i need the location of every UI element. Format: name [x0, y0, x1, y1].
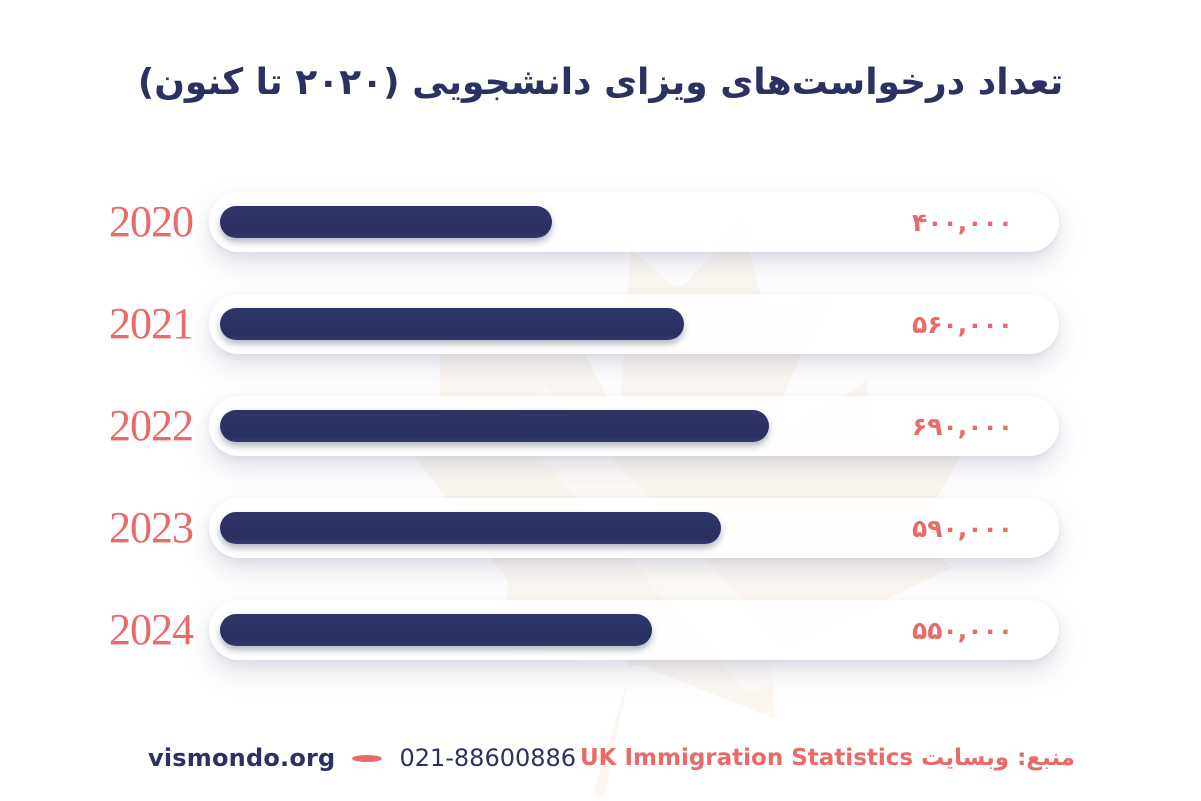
bar-fill [220, 410, 770, 442]
year-label: 2021 [109, 299, 194, 348]
bar-fill [220, 308, 685, 340]
bar-row: 2024 ۵۵۰,۰۰۰ [0, 600, 1201, 660]
bar-track: ۴۰۰,۰۰۰ [209, 192, 1059, 252]
year-label: 2024 [109, 605, 194, 654]
footer: vismondo.org 021-88600886 منبع: وبسایت U… [148, 744, 1075, 772]
bar-fill [220, 512, 721, 544]
value-label: ۴۰۰,۰۰۰ [911, 208, 1013, 237]
value-label: ۵۹۰,۰۰۰ [911, 514, 1013, 543]
value-label: ۶۹۰,۰۰۰ [911, 412, 1013, 441]
chart-title: تعداد درخواست‌های ویزای دانشجویی (۲۰۲۰ ت… [137, 62, 1064, 103]
bar-fill [220, 614, 652, 646]
bar-track: ۵۵۰,۰۰۰ [209, 600, 1059, 660]
bar-row: 2020 ۴۰۰,۰۰۰ [0, 192, 1201, 252]
value-label: ۵۶۰,۰۰۰ [911, 310, 1013, 339]
bar-fill [220, 206, 553, 238]
bar-track: ۵۹۰,۰۰۰ [209, 498, 1059, 558]
bar-row: 2022 ۶۹۰,۰۰۰ [0, 396, 1201, 456]
bar-track: ۵۶۰,۰۰۰ [209, 294, 1059, 354]
phone-number: 021-88600886 [399, 744, 577, 772]
bar-track: ۶۹۰,۰۰۰ [209, 396, 1059, 456]
bar-row: 2023 ۵۹۰,۰۰۰ [0, 498, 1201, 558]
source-credit: منبع: وبسایت UK Immigration Statistics [579, 745, 1075, 771]
bar-chart: 2020 ۴۰۰,۰۰۰ 2021 ۵۶۰,۰۰۰ 2022 ۶۹۰,۰۰۰ [0, 192, 1201, 702]
value-label: ۵۵۰,۰۰۰ [911, 616, 1013, 645]
bar-rows-container: 2020 ۴۰۰,۰۰۰ 2021 ۵۶۰,۰۰۰ 2022 ۶۹۰,۰۰۰ [0, 192, 1201, 660]
year-label: 2023 [109, 503, 194, 552]
year-label: 2020 [109, 197, 194, 246]
dash-separator-icon [352, 754, 383, 762]
bar-row: 2021 ۵۶۰,۰۰۰ [0, 294, 1201, 354]
website-link[interactable]: vismondo.org [148, 744, 336, 772]
year-label: 2022 [109, 401, 194, 450]
footer-contact: vismondo.org 021-88600886 [148, 744, 576, 772]
